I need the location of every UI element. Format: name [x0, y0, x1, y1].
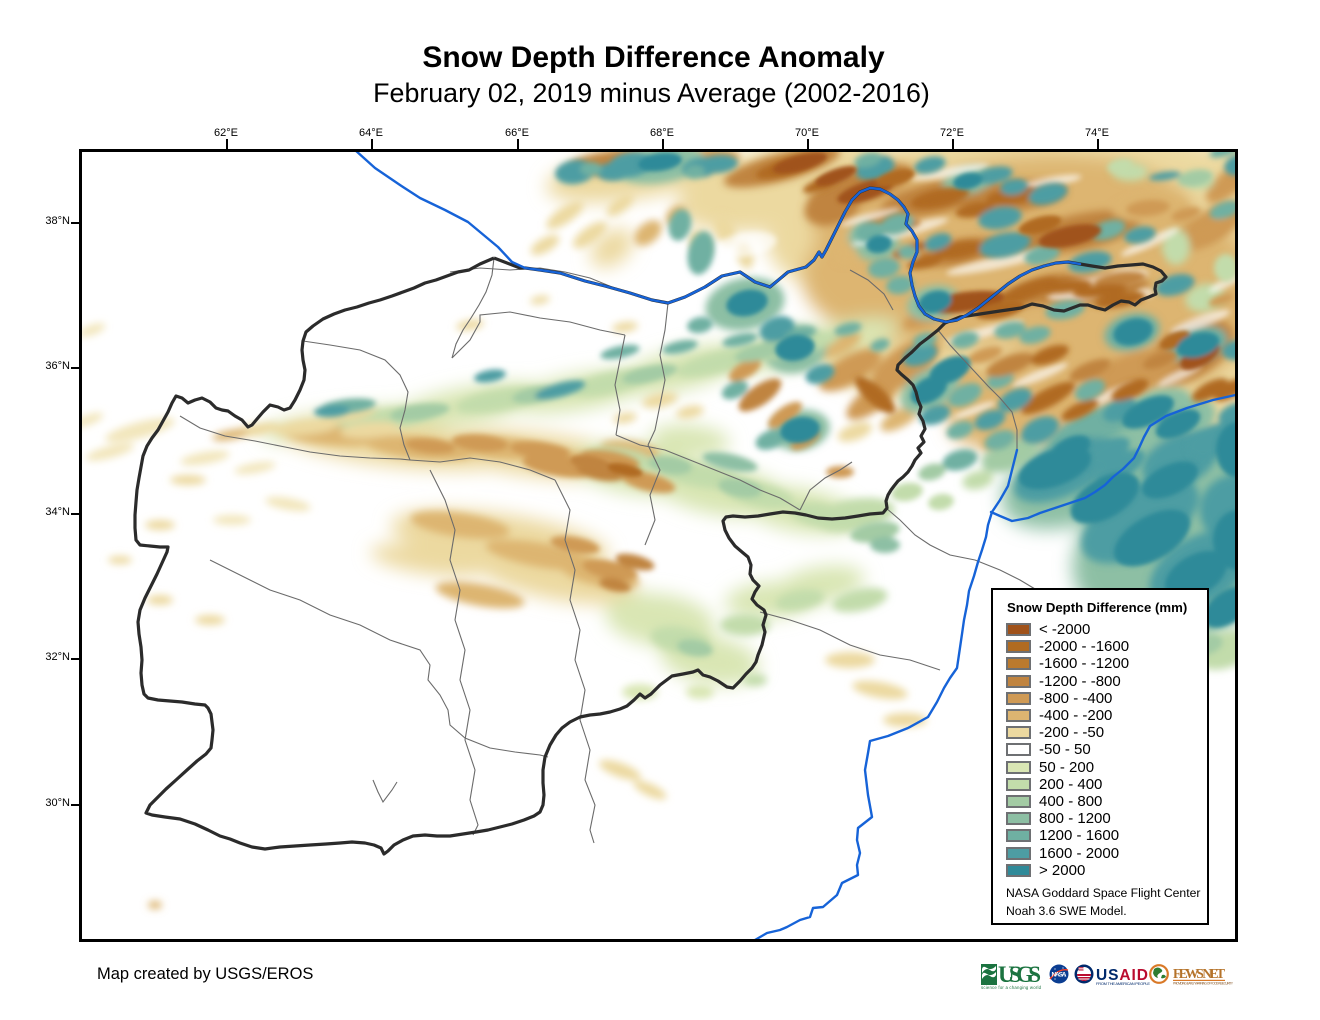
svg-text:NASA: NASA: [1052, 972, 1067, 979]
svg-text:USGS: USGS: [998, 962, 1041, 987]
svg-text:science for a changing world: science for a changing world: [981, 985, 1042, 990]
svg-text:FROM THE AMERICAN PEOPLE: FROM THE AMERICAN PEOPLE: [1096, 981, 1150, 986]
svg-text:USAID: USAID: [1096, 967, 1148, 984]
svg-text:FEWS NET: FEWS NET: [1173, 966, 1225, 981]
svg-text:PROVIDING EARLY WARNING OF FOO: PROVIDING EARLY WARNING OF FOOD INSECURI…: [1173, 982, 1234, 986]
